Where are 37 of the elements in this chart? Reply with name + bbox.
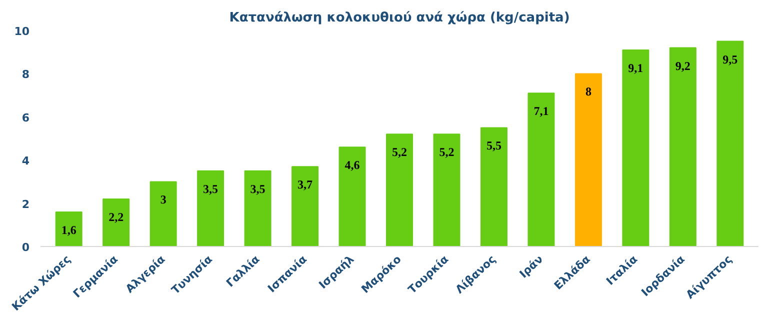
data-label: 5,2: [439, 145, 454, 160]
bar: [433, 134, 460, 246]
bar: [480, 127, 508, 246]
data-label: 1,6: [61, 222, 76, 237]
data-label: 2,2: [108, 210, 124, 224]
bar: [102, 198, 130, 246]
data-label: 7,1: [534, 104, 549, 118]
bar: [338, 146, 366, 246]
data-label: 9,2: [675, 58, 690, 73]
bar: [716, 40, 744, 246]
bar: [669, 47, 696, 246]
bar: [528, 92, 555, 246]
y-tick-label: 4: [22, 154, 30, 168]
y-tick-label: 6: [22, 111, 30, 124]
bar: [292, 166, 319, 246]
bar: [386, 134, 413, 246]
data-label: 5,2: [392, 145, 407, 160]
data-label: 9,5: [722, 52, 738, 66]
bar: [244, 170, 272, 246]
data-label: 8: [585, 84, 592, 99]
bar: [197, 170, 224, 246]
bar: [574, 73, 602, 246]
chart-title: Κατανάλωση κολοκυθιού ανά χώρα (kg/capita): [229, 10, 570, 26]
y-tick-label: 10: [14, 25, 30, 38]
data-label: 3: [160, 192, 166, 207]
data-label: 3,5: [250, 182, 266, 196]
bar: [55, 211, 82, 246]
data-label: 4,6: [344, 158, 360, 172]
y-tick-label: 2: [22, 198, 30, 211]
bar: [150, 181, 177, 246]
data-label: 5,5: [486, 138, 502, 153]
data-label: 3,5: [203, 182, 218, 196]
data-label: 3,7: [298, 178, 313, 192]
bar: [622, 49, 650, 246]
y-tick-label: 8: [22, 68, 30, 82]
y-tick-label: 0: [22, 241, 30, 254]
data-label: 9,1: [628, 60, 644, 75]
